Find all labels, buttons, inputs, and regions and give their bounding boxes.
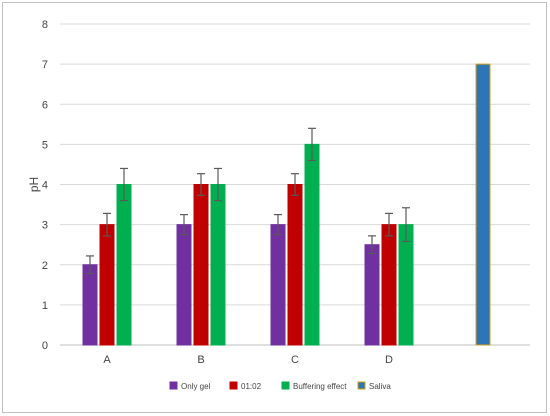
y-tick-label: 1 (42, 300, 48, 312)
bar-01-02 (99, 224, 115, 346)
bar-only-gel (176, 224, 192, 346)
legend-swatch (169, 381, 178, 390)
y-tick-label: 2 (42, 260, 48, 272)
legend-swatch (357, 381, 366, 390)
bar-only-gel (270, 224, 286, 346)
x-tick-label: D (385, 354, 393, 366)
bar-01-02 (381, 224, 397, 346)
legend-label: 01:02 (241, 382, 262, 391)
legend-label: Only gel (181, 382, 211, 391)
x-tick-label: A (103, 354, 111, 366)
legend-label: Saliva (369, 382, 391, 391)
error-bars (86, 127, 410, 275)
bar-only-gel (82, 264, 98, 346)
y-tick-labels: 0 1 2 3 4 5 6 7 8 (42, 19, 48, 352)
y-tick-label: 8 (42, 19, 48, 31)
legend-swatch (281, 381, 290, 390)
y-tick-label: 0 (42, 340, 48, 352)
bar-buffering-effect (398, 224, 414, 346)
y-tick-label: 7 (42, 59, 48, 71)
bar-01-02 (193, 184, 209, 346)
legend: Only gel 01:02 Buffering effect Saliva (169, 381, 391, 391)
bar-buffering-effect (304, 143, 320, 346)
legend-swatch (229, 381, 238, 390)
bar-01-02 (287, 184, 303, 346)
bars (82, 63, 491, 346)
legend-label: Buffering effect (293, 382, 347, 391)
x-tick-label: B (197, 354, 204, 366)
x-tick-labels: A B C D (103, 354, 393, 366)
x-tick-label: C (291, 354, 299, 366)
y-tick-label: 3 (42, 220, 48, 232)
bar-buffering-effect (116, 184, 132, 346)
bar-only-gel (364, 244, 380, 346)
y-tick-label: 4 (42, 180, 48, 192)
gridlines (60, 23, 530, 346)
bar-buffering-effect (210, 184, 226, 346)
y-axis-title: pH (27, 177, 41, 192)
y-tick-label: 5 (42, 139, 48, 151)
y-tick-label: 6 (42, 99, 48, 111)
bar-saliva (475, 63, 491, 346)
